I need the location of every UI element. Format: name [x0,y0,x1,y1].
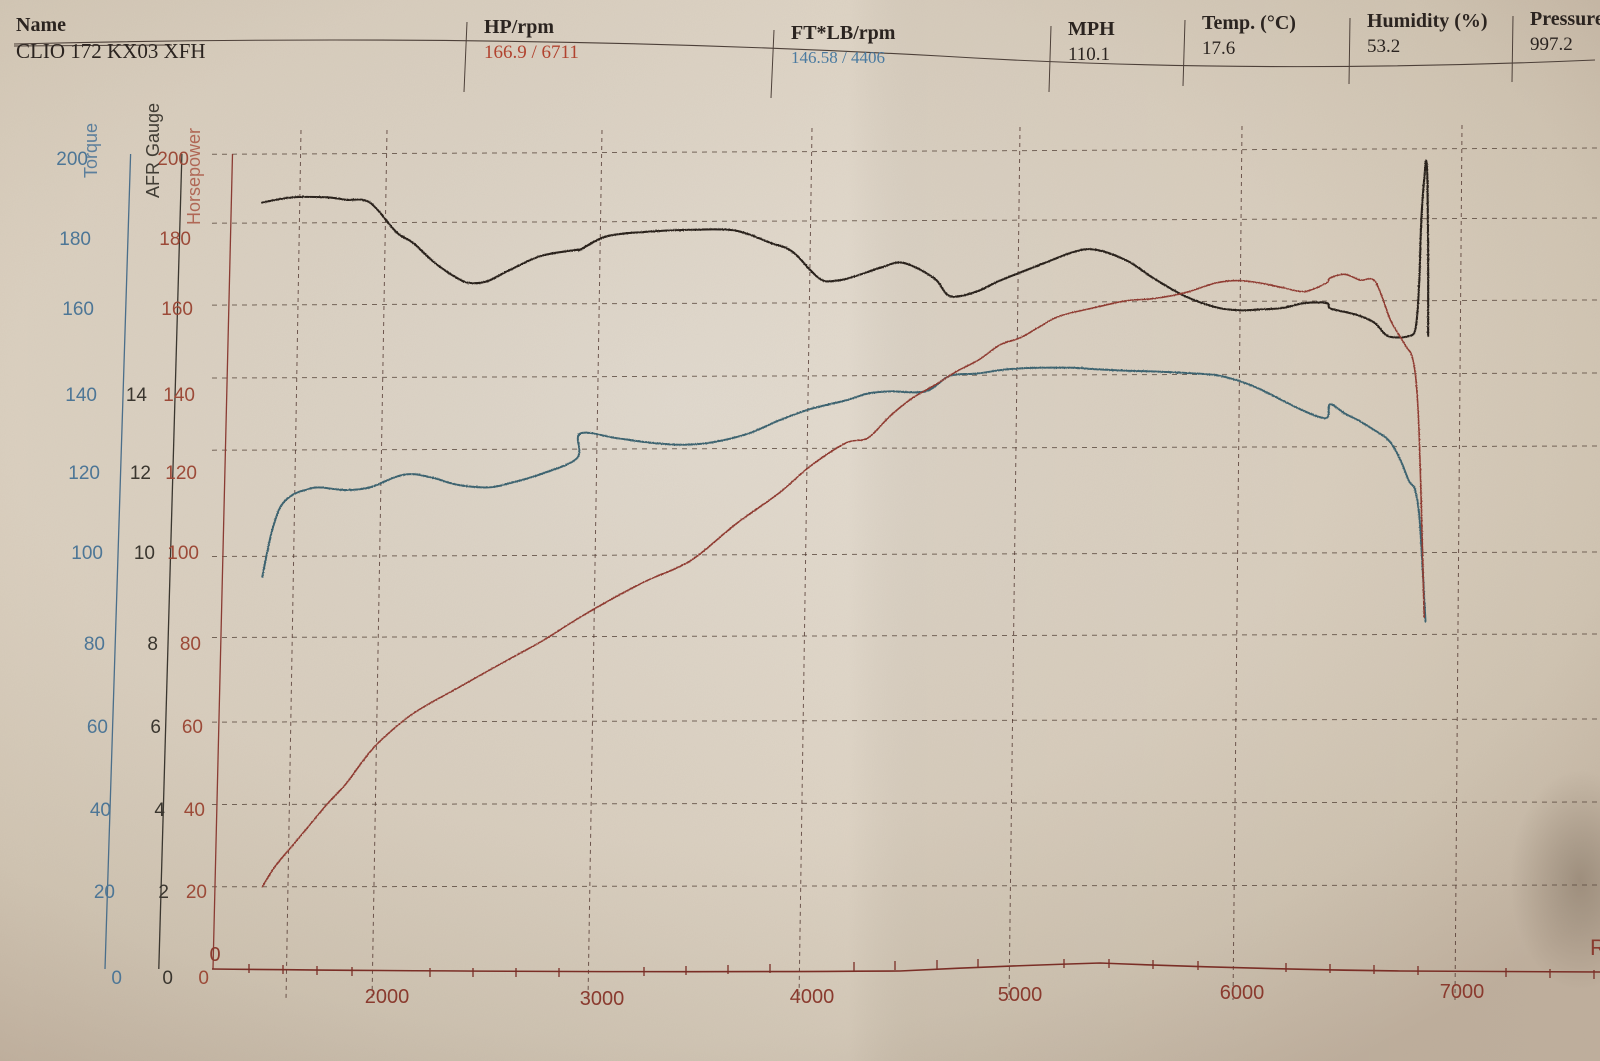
svg-text:140: 140 [65,385,97,406]
svg-text:120: 120 [165,463,197,484]
svg-text:12: 12 [130,463,151,484]
svg-text:0: 0 [162,968,173,989]
svg-text:80: 80 [180,634,201,655]
svg-text:160: 160 [62,299,94,320]
svg-text:0: 0 [198,968,209,989]
svg-text:40: 40 [184,800,205,821]
svg-text:0: 0 [111,968,122,989]
svg-text:4000: 4000 [790,986,835,1008]
svg-text:3000: 3000 [580,988,625,1010]
svg-text:10: 10 [134,543,155,564]
svg-text:R: R [1590,935,1600,960]
svg-text:60: 60 [182,717,203,738]
svg-text:180: 180 [59,229,91,250]
svg-text:160: 160 [161,299,193,320]
svg-text:120: 120 [68,463,100,484]
svg-text:100: 100 [167,543,199,564]
svg-text:Torque: Torque [81,123,101,178]
svg-text:6: 6 [150,717,161,738]
svg-text:8: 8 [147,634,158,655]
svg-text:4: 4 [154,800,165,821]
svg-text:AFR Gauge: AFR Gauge [143,103,163,198]
svg-text:60: 60 [87,717,108,738]
svg-text:7000: 7000 [1440,981,1485,1003]
svg-text:2000: 2000 [365,986,410,1008]
svg-text:140: 140 [163,385,195,406]
svg-text:180: 180 [159,229,191,250]
svg-text:2: 2 [158,882,169,903]
svg-text:5000: 5000 [998,984,1043,1006]
svg-text:14: 14 [126,385,148,406]
svg-text:20: 20 [94,882,115,903]
svg-text:20: 20 [186,882,207,903]
svg-text:80: 80 [84,634,105,655]
svg-text:0: 0 [209,944,220,966]
svg-text:6000: 6000 [1220,982,1265,1004]
svg-text:40: 40 [90,800,111,821]
svg-text:100: 100 [71,543,103,564]
svg-text:Horsepower: Horsepower [184,128,204,225]
